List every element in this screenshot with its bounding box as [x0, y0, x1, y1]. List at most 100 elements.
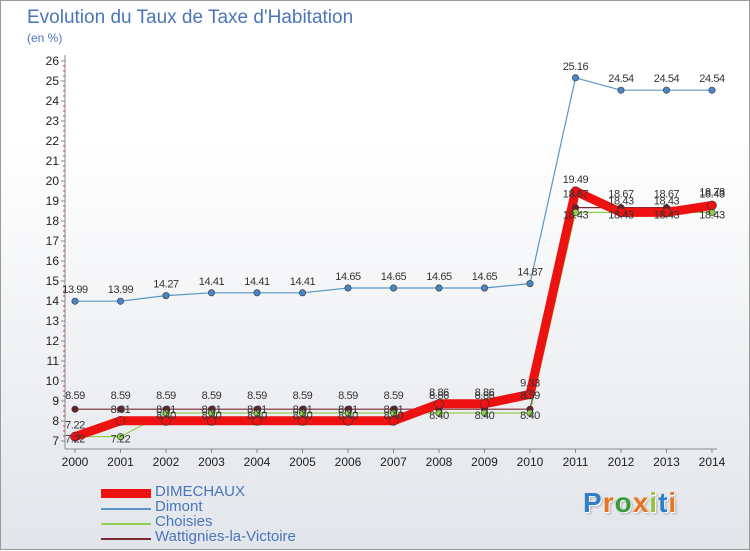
data-point-dimechaux — [525, 389, 535, 400]
x-tick-label: 2009 — [471, 455, 498, 469]
y-tick-label: 14 — [46, 294, 60, 308]
data-label-dimechaux: 8.01 — [338, 404, 358, 416]
data-label-dimechaux: 7.22 — [65, 420, 85, 432]
data-label-wattignies-la-victoire: 8.59 — [293, 390, 313, 402]
data-label-dimechaux: 8.01 — [202, 404, 222, 416]
y-tick-label: 18 — [46, 214, 60, 228]
data-label-dimont: 14.27 — [153, 279, 179, 291]
y-tick-label: 16 — [46, 254, 60, 268]
data-label-choisies: 8.40 — [338, 410, 358, 422]
data-label-choisies: 8.40 — [475, 410, 495, 422]
data-point-wattignies-la-victoire — [117, 405, 125, 413]
x-tick-label: 2008 — [426, 455, 453, 469]
data-label-dimont: 14.65 — [426, 271, 452, 283]
data-label-dimont: 14.41 — [290, 276, 316, 288]
data-label-choisies: 8.40 — [429, 410, 449, 422]
data-label-dimont: 14.41 — [244, 276, 270, 288]
data-label-dimont: 24.54 — [608, 73, 634, 85]
legend-label-dimechaux: DIMECHAUX — [155, 483, 246, 500]
data-label-wattignies-la-victoire: 8.59 — [65, 390, 85, 402]
data-point-dimechaux — [70, 431, 80, 442]
data-label-wattignies-la-victoire: 8.86 — [429, 390, 449, 402]
brand-logo-letter: i — [668, 487, 678, 518]
data-point-wattignies-la-victoire — [71, 405, 79, 413]
data-label-choisies: 7.22 — [111, 434, 131, 446]
x-tick-label: 2006 — [335, 455, 362, 469]
data-label-choisies: 18.43 — [608, 209, 634, 221]
y-tick-label: 9 — [52, 394, 59, 408]
chart-title: Evolution du Taux de Taxe d'Habitation — [27, 7, 354, 28]
y-tick-label: 15 — [46, 274, 60, 288]
brand-logo-letter: P — [583, 487, 603, 518]
data-point-dimechaux — [297, 415, 308, 426]
data-label-choisies: 8.40 — [520, 410, 540, 422]
y-tick-label: 22 — [46, 134, 60, 148]
data-point-choisies — [435, 409, 443, 417]
legend-swatch-wattignies — [101, 538, 151, 540]
data-label-wattignies-la-victoire: 18.67 — [654, 189, 680, 201]
data-point-dimont — [117, 297, 125, 305]
x-tick-label: 2012 — [608, 455, 635, 469]
data-point-dimont — [526, 280, 534, 288]
data-label-dimechaux: 8.86 — [475, 387, 495, 399]
y-axis-unit-label: (en %) — [27, 31, 63, 45]
x-tick-label: 2013 — [653, 455, 680, 469]
data-point-dimechaux — [343, 415, 353, 426]
data-label-wattignies-la-victoire: 18.67 — [563, 189, 589, 201]
y-tick-label: 12 — [46, 334, 60, 348]
y-tick-label: 24 — [46, 94, 60, 108]
y-tick-label: 7 — [52, 434, 59, 448]
y-tick-label: 25 — [46, 74, 60, 88]
data-point-dimechaux — [252, 415, 262, 426]
y-tick-label: 10 — [46, 374, 60, 388]
x-tick-label: 2001 — [107, 455, 134, 469]
data-label-choisies: 7.22 — [65, 434, 85, 446]
x-tick-label: 2004 — [244, 455, 271, 469]
data-point-dimechaux — [206, 415, 217, 426]
data-label-choisies: 8.40 — [293, 410, 313, 422]
y-tick-label: 26 — [46, 54, 60, 68]
data-label-wattignies-la-victoire: 8.86 — [475, 390, 495, 402]
data-label-dimont: 14.65 — [472, 271, 498, 283]
legend-swatch-dimont — [101, 508, 151, 510]
data-label-wattignies-la-victoire: 8.59 — [338, 390, 358, 402]
data-point-dimont — [571, 74, 579, 82]
y-tick-label: 11 — [47, 354, 60, 368]
data-point-dimont — [708, 86, 716, 94]
data-label-dimechaux: 8.01 — [384, 404, 404, 416]
data-label-wattignies-la-victoire: 8.59 — [247, 390, 267, 402]
data-label-dimechaux: 9.33 — [520, 377, 540, 389]
data-label-dimont: 24.54 — [699, 73, 725, 85]
data-label-dimechaux: 8.01 — [293, 404, 313, 416]
legend-label-wattignies: Wattignies-la-Victoire — [155, 528, 296, 545]
data-label-dimechaux: 8.01 — [111, 404, 131, 416]
data-label-dimont: 14.41 — [199, 276, 225, 288]
data-label-dimont: 13.99 — [108, 284, 134, 296]
legend-swatch-dimechaux — [101, 489, 151, 498]
data-label-wattignies-la-victoire: 8.59 — [520, 390, 540, 402]
series-line-wattignies-la-victoire — [74, 204, 713, 410]
data-point-dimont — [480, 284, 488, 292]
data-label-dimechaux: 8.86 — [429, 387, 449, 399]
data-point-dimont — [344, 284, 352, 292]
data-label-dimont: 25.16 — [563, 61, 589, 73]
x-tick-label: 2003 — [198, 455, 225, 469]
x-tick-label: 2010 — [517, 455, 544, 469]
data-point-dimechaux — [570, 186, 581, 196]
data-label-choisies: 18.43 — [563, 209, 589, 221]
data-label-dimechaux: 18.43 — [699, 188, 725, 200]
brand-logo-letter: o — [614, 487, 633, 518]
data-point-dimont — [389, 284, 397, 292]
data-point-dimont — [162, 292, 170, 300]
data-point-dimont — [435, 284, 443, 292]
data-label-wattignies-la-victoire: 18.78 — [699, 186, 725, 198]
data-label-dimont: 14.65 — [381, 271, 407, 283]
x-tick-label: 2000 — [62, 455, 89, 469]
x-tick-label: 2014 — [699, 455, 726, 469]
y-tick-label: 21 — [46, 154, 60, 168]
data-label-choisies: 18.43 — [699, 209, 725, 221]
data-point-dimechaux — [388, 415, 399, 426]
y-tick-label: 20 — [46, 174, 60, 188]
data-point-dimont — [298, 289, 306, 297]
